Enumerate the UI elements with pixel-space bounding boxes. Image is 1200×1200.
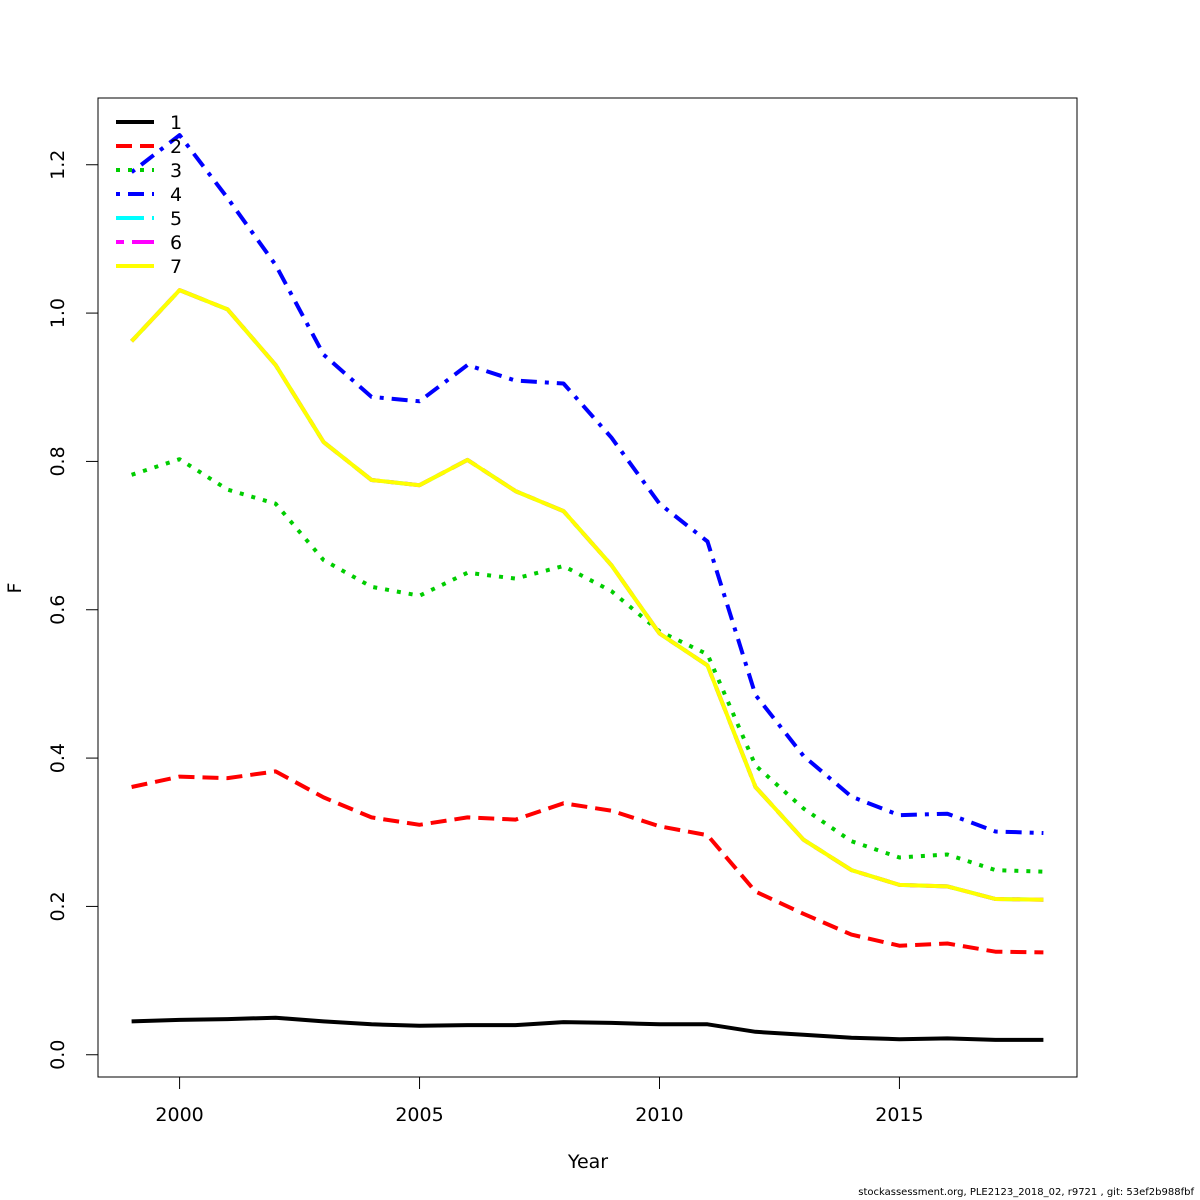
x-tick-label: 2000 [155,1104,203,1126]
series-line-3 [130,457,1044,874]
y-tick-label: 1.0 [47,298,69,328]
legend-label-6: 6 [170,232,182,254]
series-line-4 [130,133,1044,835]
series-line-7 [130,288,1044,902]
series-line-5 [130,288,1044,902]
y-axis-title: F [4,583,26,594]
legend-label-5: 5 [170,208,182,230]
x-axis-title: Year [567,1151,608,1173]
y-tick-label: 0.2 [47,891,69,921]
series-layer [130,133,1044,1042]
legend-label-7: 7 [170,256,182,278]
y-tick-label: 0.4 [47,743,69,773]
series-line-2 [131,769,1044,955]
x-tick-label: 2010 [635,1104,683,1126]
series-line-1 [131,1015,1044,1042]
y-tick-label: 0.8 [47,446,69,476]
y-tick-label: 1.2 [47,150,69,180]
series-line-6 [130,288,1044,902]
x-tick-label: 2015 [875,1104,923,1126]
legend-label-2: 2 [170,136,182,158]
footer-credit: stockassessment.org, PLE2123_2018_02, r9… [858,1187,1194,1198]
x-axis: 2000 2005 2010 2015 [155,1076,924,1126]
legend-label-4: 4 [170,184,182,206]
plot-frame [97,97,1078,1078]
y-axis: 0.0 0.2 0.4 0.6 0.8 1.0 1.2 [47,150,99,1070]
legend-label-1: 1 [170,112,182,134]
y-tick-label: 0.6 [47,595,69,625]
legend-label-3: 3 [170,160,182,182]
x-tick-label: 2005 [395,1104,443,1126]
y-tick-label: 0.0 [47,1040,69,1070]
